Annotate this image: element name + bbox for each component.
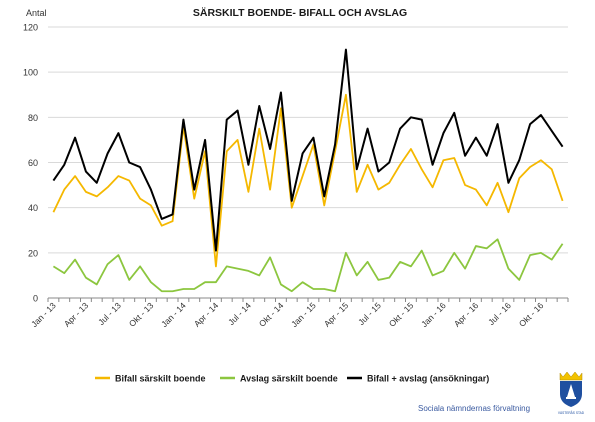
series-line-1: [52, 93, 564, 268]
series-line-2: [52, 238, 564, 293]
y-tick-label: 60: [28, 158, 38, 168]
x-tick-label: Apr - 14: [192, 300, 221, 329]
chart-title: SÄRSKILT BOENDE- BIFALL OCH AVSLAG: [193, 6, 407, 19]
x-tick-label: Jul - 15: [356, 300, 383, 327]
y-tick-label: 40: [28, 203, 38, 213]
x-tick-label: Apr - 16: [452, 300, 481, 329]
legend-label: Bifall särskilt boende: [115, 374, 206, 384]
y-tick-label: 20: [28, 248, 38, 258]
vasteras-coat-of-arms-logo: VÄSTERÅS STAD: [558, 371, 585, 415]
gridlines: [48, 26, 568, 254]
x-tick-label: Okt - 14: [257, 300, 286, 329]
x-tick-label: Jul - 13: [96, 300, 123, 327]
x-tick-label: Jan - 13: [29, 300, 58, 329]
series-lines: [52, 48, 564, 293]
y-axis-label: Antal: [26, 8, 47, 18]
legend-label: Avslag särskilt boende: [240, 374, 338, 384]
y-tick-label: 120: [23, 23, 38, 33]
x-tick-label: Okt - 13: [127, 300, 156, 329]
x-tick-label: Jan - 15: [289, 300, 318, 329]
footer-organization-text: Sociala nämndernas förvaltning: [418, 404, 531, 413]
x-axis-ticks: Jan - 13 Apr - 13 Jul - 13 Okt - 13 Jan - 14…: [29, 298, 569, 329]
x-tick-label: Apr - 15: [322, 300, 351, 329]
x-tick-label: Jul - 14: [226, 300, 253, 327]
x-tick-label: Apr - 13: [62, 300, 91, 329]
series-line-3: [52, 48, 564, 252]
x-tick-label: Okt - 15: [387, 300, 416, 329]
legend: Bifall särskilt boende Avslag särskilt bo…: [95, 374, 489, 384]
x-tick-label: Jan - 16: [419, 300, 448, 329]
x-tick-label: Jan - 14: [159, 300, 188, 329]
y-tick-label: 100: [23, 68, 38, 78]
legend-label: Bifall + avslag (ansökningar): [367, 374, 489, 384]
x-tick-label: Jul - 16: [486, 300, 513, 327]
y-axis-ticks: 0 20 40 60 80 100 120: [23, 23, 38, 304]
y-tick-label: 80: [28, 113, 38, 123]
y-tick-label: 0: [33, 294, 38, 304]
svg-text:VÄSTERÅS STAD: VÄSTERÅS STAD: [558, 410, 585, 415]
x-tick-label: Okt - 16: [517, 300, 546, 329]
